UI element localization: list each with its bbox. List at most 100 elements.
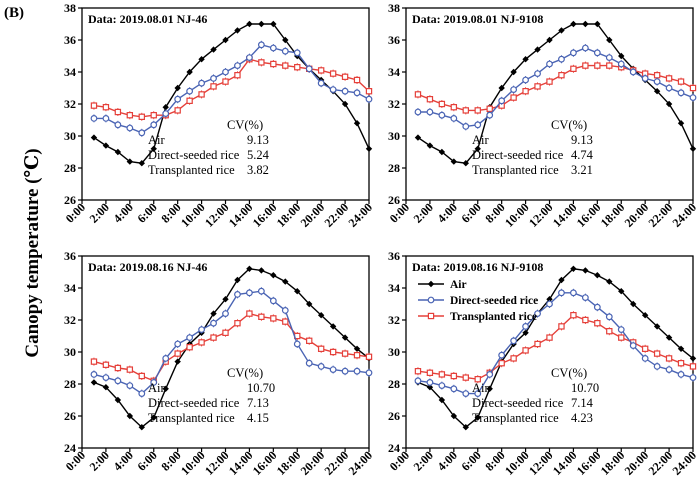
data-point (665, 334, 673, 341)
data-point (522, 323, 529, 330)
data-point (365, 145, 373, 152)
data-point (186, 97, 193, 104)
data-point (150, 145, 157, 152)
data-point (522, 87, 529, 95)
data-point (558, 323, 565, 330)
data-point (558, 71, 565, 79)
cv-header: CV(%) (551, 118, 587, 132)
x-tick-label: 20:00 (298, 200, 328, 230)
data-point (222, 78, 229, 85)
data-point (510, 68, 517, 76)
legend-marker (427, 312, 435, 320)
data-point (546, 334, 553, 341)
data-point (606, 36, 613, 44)
data-point (317, 345, 325, 353)
data-point (234, 320, 241, 327)
data-point (329, 86, 337, 93)
y-tick-label: 36 (64, 249, 76, 263)
x-tick-label: 14:00 (550, 200, 580, 230)
data-point (546, 296, 553, 303)
data-point (114, 377, 122, 385)
data-point (126, 366, 134, 373)
data-point (677, 345, 685, 352)
data-point (162, 355, 170, 362)
data-point (234, 62, 241, 69)
panel-title: Data: 2019.08.01 NJ-9108 (412, 12, 543, 26)
data-point (438, 382, 446, 390)
y-tick-label: 28 (64, 161, 76, 175)
data-point (222, 329, 229, 337)
data-point (605, 54, 613, 61)
data-point (689, 374, 697, 382)
x-tick-label: 14:00 (226, 448, 256, 478)
data-point (462, 122, 470, 130)
data-point (246, 265, 253, 272)
data-point (329, 323, 337, 330)
x-tick-label: 16:00 (574, 448, 604, 478)
x-tick-label: 12:00 (202, 448, 232, 478)
y-tick-label: 24 (64, 441, 76, 455)
data-point (450, 412, 458, 420)
data-point (270, 315, 277, 322)
data-point (138, 372, 145, 380)
data-point (653, 71, 661, 79)
data-point (594, 62, 601, 69)
data-point (210, 334, 217, 341)
y-tick-label: 34 (388, 65, 400, 79)
data-point (138, 113, 145, 120)
data-point (462, 424, 469, 431)
x-tick-label: 18:00 (274, 448, 304, 478)
data-point (677, 89, 685, 97)
data-point (665, 100, 673, 108)
data-point (305, 65, 313, 73)
data-point (558, 27, 565, 34)
data-point (222, 36, 229, 44)
data-point (510, 86, 518, 93)
data-point (341, 73, 349, 80)
data-point (114, 364, 122, 372)
data-point (605, 313, 613, 321)
data-point (114, 108, 122, 116)
data-point (162, 104, 169, 111)
y-axis-title: Canopy temperature (℃) (22, 148, 43, 357)
x-tick-label: 22:00 (322, 448, 352, 478)
data-point (486, 111, 494, 119)
x-tick-label: 22:00 (322, 200, 352, 230)
data-point (426, 384, 434, 391)
data-point (474, 376, 481, 383)
data-point (641, 355, 649, 362)
cv-value: 7.14 (571, 396, 594, 410)
data-point (353, 345, 361, 352)
data-point (653, 323, 661, 330)
data-point (510, 337, 518, 345)
data-point (258, 267, 265, 274)
data-point (198, 339, 205, 346)
data-point (665, 75, 673, 82)
data-point (689, 363, 697, 370)
data-point (90, 134, 98, 141)
cv-value: 10.70 (571, 381, 599, 395)
data-point (462, 107, 469, 114)
y-tick-label: 28 (388, 161, 400, 175)
data-point (341, 87, 349, 95)
data-point (534, 70, 541, 77)
data-point (257, 287, 265, 295)
data-point (606, 62, 613, 69)
x-tick-label: 4:00 (434, 200, 459, 225)
data-point (534, 83, 541, 90)
data-point (150, 414, 157, 421)
data-point (594, 320, 601, 327)
panel-title: Data: 2019.08.16 NJ-9108 (412, 260, 543, 274)
x-tick-label: 24:00 (345, 200, 375, 230)
cv-header: CV(%) (551, 366, 587, 380)
data-point (102, 361, 110, 369)
legend-label: Transplanted rice (450, 311, 537, 323)
data-point (234, 291, 241, 298)
data-point (558, 289, 565, 297)
data-point (677, 78, 685, 85)
data-point (618, 52, 625, 60)
data-point (138, 424, 145, 431)
data-point (126, 111, 134, 119)
x-tick-label: 6:00 (458, 200, 483, 225)
data-point (90, 114, 98, 122)
